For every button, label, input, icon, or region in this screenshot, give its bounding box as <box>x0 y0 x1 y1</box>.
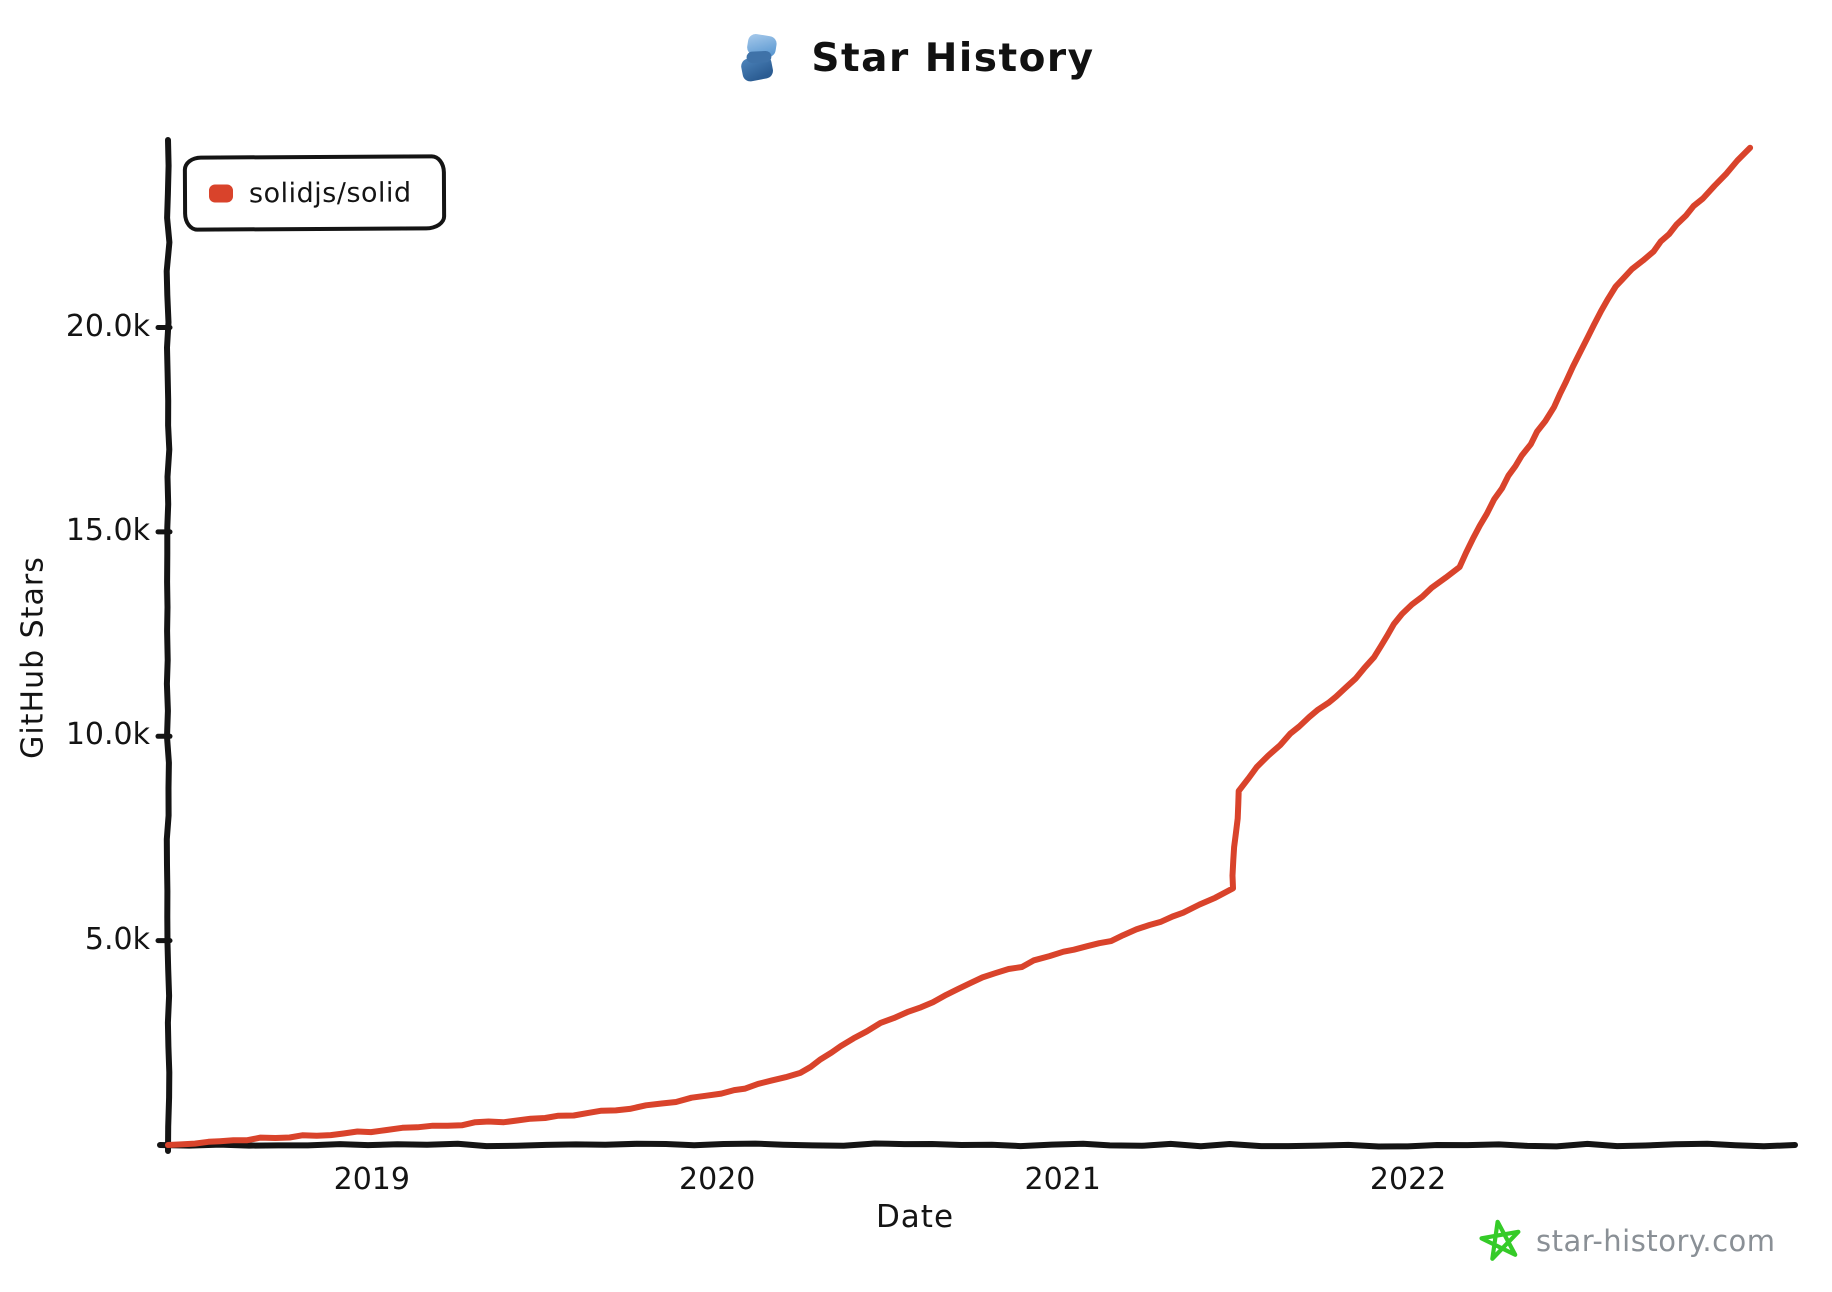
series-line-solidjs-solid <box>165 144 1754 1148</box>
page-header: Star History <box>0 30 1832 86</box>
y-axis-line <box>163 137 173 1154</box>
watermark: star-history.com <box>1478 1214 1776 1268</box>
x-tick-label: 2020 <box>679 1162 756 1197</box>
x-tick-label: 2022 <box>1369 1162 1447 1197</box>
x-axis-title: Date <box>875 1199 955 1235</box>
y-tick-label: 15.0k <box>65 512 150 548</box>
y-tick-label: 10.0k <box>65 717 150 753</box>
x-axis-line <box>157 1140 1798 1150</box>
y-axis-title: GitHub Stars <box>15 556 51 759</box>
x-tick-label: 2021 <box>1024 1162 1101 1197</box>
legend-series-label: solidjs/solid <box>248 176 412 209</box>
legend: solidjs/solid <box>182 154 446 232</box>
x-tick-label: 2019 <box>333 1162 410 1197</box>
green-star-icon <box>1478 1216 1524 1266</box>
y-tick-label: 5.0k <box>84 921 150 957</box>
page-title: Star History <box>811 35 1095 81</box>
star-history-logo-icon <box>737 30 781 86</box>
legend-series-marker <box>208 184 234 203</box>
y-tick-label: 20.0k <box>65 308 150 344</box>
watermark-text: star-history.com <box>1536 1224 1776 1258</box>
